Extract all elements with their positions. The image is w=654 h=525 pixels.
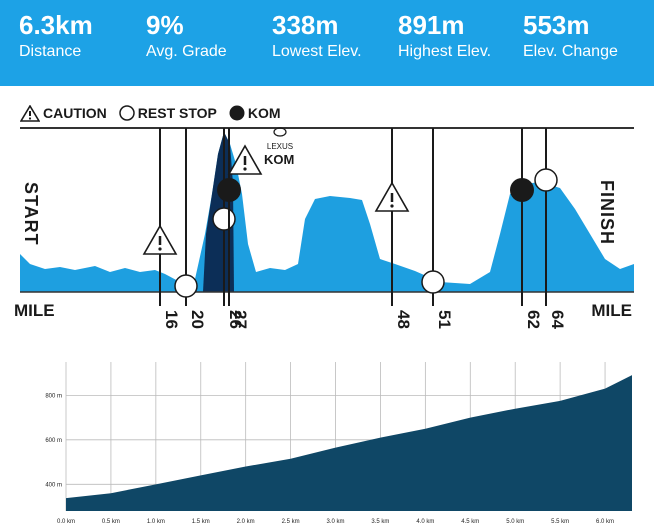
y-tick-label: 600 m bbox=[45, 438, 62, 444]
x-tick-label: 5.0 km bbox=[506, 519, 524, 525]
kom-icon bbox=[229, 105, 245, 121]
mile-tick-label: 26 bbox=[226, 310, 245, 329]
y-tick-label: 400 m bbox=[45, 482, 62, 488]
rest-stop-icon bbox=[174, 274, 198, 298]
caution-icon bbox=[374, 181, 410, 212]
stat-label: Highest Elev. bbox=[398, 43, 492, 60]
x-tick-label: 1.0 km bbox=[147, 519, 165, 525]
stat-label: Lowest Elev. bbox=[272, 43, 362, 60]
rest-stop-icon bbox=[421, 270, 445, 294]
x-tick-label: 6.0 km bbox=[596, 519, 614, 525]
stat-elev-change: 553m Elev. Change bbox=[523, 10, 618, 62]
legend-caution-label: CAUTION bbox=[43, 105, 107, 121]
x-tick-label: 0.5 km bbox=[102, 519, 120, 525]
stat-value: 9% bbox=[146, 10, 184, 40]
route-marker: 64 bbox=[534, 128, 567, 329]
route-marker: 27 bbox=[217, 128, 250, 329]
lexus-logo: LEXUS bbox=[267, 127, 293, 151]
x-tick-label: 0.0 km bbox=[57, 519, 75, 525]
stat-value: 553m bbox=[523, 10, 590, 40]
caution-icon bbox=[142, 224, 178, 255]
kom-title: KOM bbox=[264, 152, 294, 167]
legend-rest-stop-label: REST STOP bbox=[137, 105, 217, 121]
mile-tick-label: 48 bbox=[394, 310, 413, 329]
y-tick-label: 800 m bbox=[45, 393, 62, 399]
rest-stop-icon bbox=[119, 105, 135, 121]
elevation-x-ticks: 0.0 km 0.5 km 1.0 km 1.5 km 2.0 km 2.5 km 3.0 … bbox=[57, 519, 614, 525]
route-marker: 20 bbox=[174, 128, 207, 329]
caution-icon bbox=[227, 144, 263, 175]
mile-tick-label: 51 bbox=[435, 310, 454, 329]
route-marker: 48 bbox=[374, 128, 413, 329]
legend-rest-stop: REST STOP bbox=[119, 105, 217, 121]
elevation-area bbox=[66, 375, 632, 511]
route-marker: 51 bbox=[421, 128, 454, 329]
mile-left-label: MILE bbox=[14, 301, 55, 320]
rest-stop-icon bbox=[212, 207, 236, 231]
profile-legend: CAUTION REST STOP KOM bbox=[20, 104, 281, 122]
x-tick-label: 4.0 km bbox=[416, 519, 434, 525]
kom-icon bbox=[510, 178, 534, 202]
mile-tick-label: 64 bbox=[548, 310, 567, 329]
mile-right-label: MILE bbox=[591, 301, 632, 320]
rest-stop-icon bbox=[534, 168, 558, 192]
kom-icon bbox=[217, 178, 241, 202]
legend-kom-label: KOM bbox=[247, 105, 281, 121]
stat-distance: 6.3km Distance bbox=[19, 10, 93, 62]
stat-value: 891m bbox=[398, 10, 465, 40]
x-tick-label: 3.0 km bbox=[327, 519, 345, 525]
stat-value: 338m bbox=[272, 10, 339, 40]
x-tick-label: 5.5 km bbox=[551, 519, 569, 525]
route-marker: 62 bbox=[510, 128, 543, 329]
x-tick-label: 2.5 km bbox=[282, 519, 300, 525]
legend-kom: KOM bbox=[229, 105, 281, 121]
finish-label: FINISH bbox=[597, 180, 617, 246]
stat-label: Avg. Grade bbox=[146, 43, 227, 60]
elevation-y-ticks: 400 m 600 m 800 m bbox=[45, 393, 62, 488]
profile-area bbox=[20, 132, 634, 292]
caution-icon bbox=[20, 104, 40, 122]
start-label: START bbox=[21, 182, 41, 246]
stat-highest-elev: 891m Highest Elev. bbox=[398, 10, 491, 62]
stat-value: 6.3km bbox=[19, 10, 93, 40]
route-marker: 16 bbox=[142, 128, 181, 329]
stat-label: Elev. Change bbox=[523, 43, 618, 60]
x-tick-label: 2.0 km bbox=[237, 519, 255, 525]
mile-tick-label: 62 bbox=[524, 310, 543, 329]
stat-avg-grade: 9% Avg. Grade bbox=[146, 10, 227, 62]
sponsor-label: LEXUS bbox=[267, 142, 293, 151]
stat-lowest-elev: 338m Lowest Elev. bbox=[272, 10, 362, 62]
mile-tick-label: 16 bbox=[162, 310, 181, 329]
x-tick-label: 4.5 km bbox=[461, 519, 479, 525]
stats-bar: 6.3km Distance 9% Avg. Grade 338m Lowest… bbox=[0, 0, 654, 86]
legend-caution: CAUTION bbox=[20, 104, 107, 122]
mile-tick-label: 27 bbox=[231, 310, 250, 329]
stat-label: Distance bbox=[19, 43, 82, 60]
x-tick-label: 3.5 km bbox=[371, 519, 389, 525]
elevation-chart: 400 m 600 m 800 m 0.0 km 0.5 km 1.0 km 1.5 km… bbox=[45, 362, 632, 525]
mile-tick-label: 20 bbox=[188, 310, 207, 329]
x-tick-label: 1.5 km bbox=[192, 519, 210, 525]
